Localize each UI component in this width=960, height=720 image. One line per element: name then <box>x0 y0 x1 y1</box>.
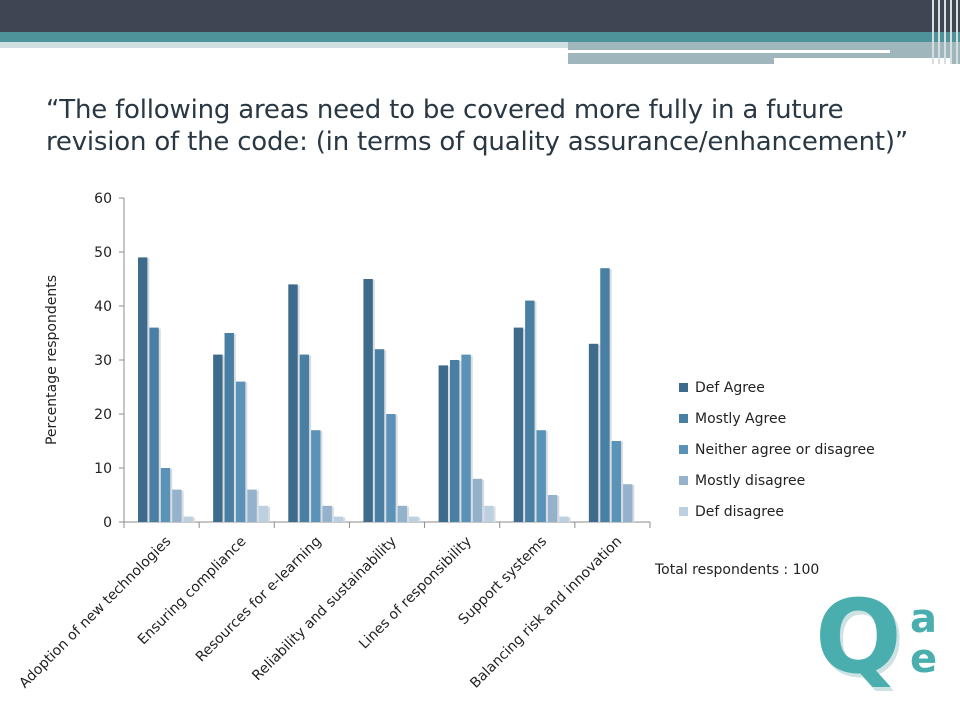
legend-swatch <box>679 445 688 454</box>
logo-a-letter: a <box>910 596 937 642</box>
bar-mostly-agree <box>224 333 234 522</box>
header-band-teal <box>0 32 960 42</box>
legend-swatch <box>679 414 688 423</box>
x-category-label: Balancing risk and innovation <box>467 534 625 692</box>
x-category-label: Adoption of new technologies <box>16 534 174 692</box>
legend-label: Mostly disagree <box>695 473 805 489</box>
bar-mostly-disagree <box>247 489 257 522</box>
legend-label: Neither agree or disagree <box>695 442 875 458</box>
header-band-highlight <box>568 50 890 53</box>
logo-e-letter: e <box>910 636 937 682</box>
bar-mostly-disagree <box>623 484 633 522</box>
header-band-dark <box>0 0 960 32</box>
header-stripes <box>930 0 960 64</box>
bar-mostly-agree <box>600 268 610 522</box>
bar-def-agree <box>138 257 148 522</box>
y-tick-label: 60 <box>94 191 112 207</box>
bar-mostly-agree <box>149 327 159 522</box>
y-tick-label: 30 <box>94 353 112 369</box>
bar-neither-agree-or-disagree <box>536 430 546 522</box>
slide-title-line-1: “The following areas need to be covered … <box>46 95 844 125</box>
bar-mostly-agree <box>449 360 460 522</box>
bar-mostly-disagree <box>172 489 182 522</box>
qae-logo: Q Q a e <box>818 592 937 701</box>
legend-swatch <box>679 507 688 516</box>
total-respondents-note: Total respondents : 100 <box>655 562 820 578</box>
y-tick-label: 20 <box>94 407 112 423</box>
svg-text:Q: Q <box>818 592 905 701</box>
bar-def-disagree <box>559 516 569 522</box>
bar-def-disagree <box>333 516 344 522</box>
header-band-highlight-2 <box>774 58 950 66</box>
bar-neither-agree-or-disagree <box>461 354 471 522</box>
bar-def-disagree <box>409 516 419 522</box>
bar-def-disagree <box>484 505 494 522</box>
legend-label: Mostly Agree <box>695 411 786 427</box>
bar-mostly-disagree <box>547 495 558 522</box>
bar-def-agree <box>288 284 298 522</box>
slide-title: “The following areas need to be covered … <box>46 94 936 158</box>
bar-def-agree <box>588 343 599 522</box>
legend-label: Def Agree <box>695 380 765 396</box>
bar-def-disagree <box>258 505 269 522</box>
bar-mostly-disagree <box>472 478 483 522</box>
y-tick-label: 50 <box>94 245 112 261</box>
bar-neither-agree-or-disagree <box>235 381 246 522</box>
bar-mostly-disagree <box>397 505 408 522</box>
bar-def-agree <box>363 279 373 522</box>
y-tick-label: 10 <box>94 461 112 477</box>
x-category-label: Resources for e-learning <box>193 534 325 666</box>
legend-label: Def disagree <box>695 504 784 520</box>
x-category-label: Reliability and sustainability <box>249 534 400 685</box>
y-tick-label: 0 <box>103 515 112 531</box>
bar-mostly-agree <box>525 300 535 522</box>
bar-def-agree <box>213 354 223 522</box>
y-tick-label: 40 <box>94 299 112 315</box>
legend-swatch <box>679 476 688 485</box>
logo-q-letter: Q <box>818 592 902 697</box>
bar-mostly-agree <box>374 349 385 522</box>
bar-mostly-disagree <box>322 505 332 522</box>
slide-title-line-2: revision of the code: (in terms of quali… <box>46 127 909 157</box>
legend-swatch <box>679 383 688 392</box>
bar-def-agree <box>438 365 448 522</box>
bar-def-agree <box>513 327 524 522</box>
bar-neither-agree-or-disagree <box>386 414 396 522</box>
header-band-light <box>0 42 568 48</box>
bar-neither-agree-or-disagree <box>311 430 321 522</box>
bar-neither-agree-or-disagree <box>611 441 622 522</box>
bar-mostly-agree <box>299 354 310 522</box>
bar-neither-agree-or-disagree <box>160 468 171 522</box>
y-axis-label: Percentage respondents <box>44 275 60 445</box>
bar-def-disagree <box>183 516 193 522</box>
